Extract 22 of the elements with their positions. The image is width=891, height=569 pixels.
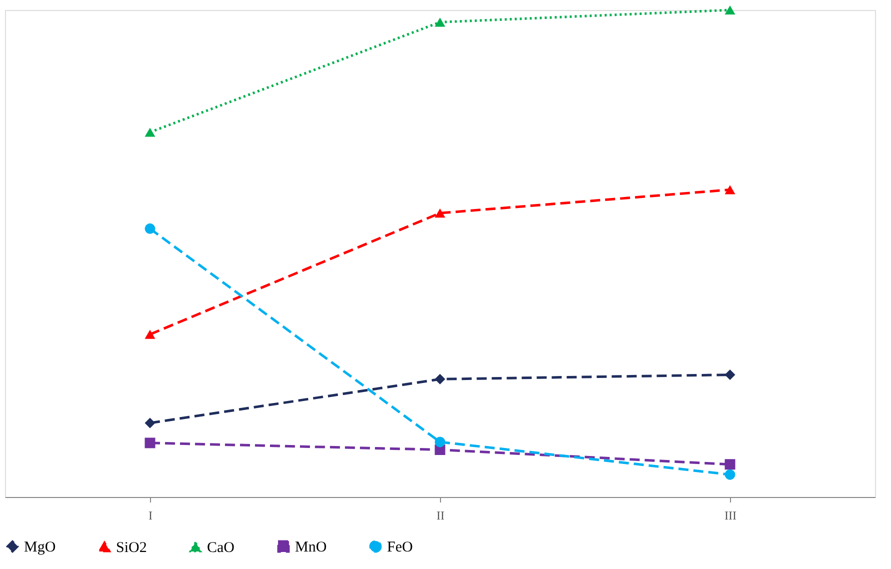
point bbox=[144, 330, 156, 339]
point bbox=[144, 128, 156, 137]
legend-label: MgO bbox=[24, 540, 56, 556]
point bbox=[434, 436, 446, 448]
point bbox=[144, 223, 156, 234]
point bbox=[144, 418, 156, 428]
legend-label: SiO2 bbox=[116, 540, 147, 556]
x-tick-label: III bbox=[724, 508, 736, 522]
x-tick-label: II bbox=[436, 508, 444, 522]
x-tick-label: I bbox=[148, 508, 152, 522]
point bbox=[724, 5, 736, 15]
legend-label: CaO bbox=[207, 540, 235, 556]
point bbox=[724, 185, 736, 194]
point bbox=[724, 469, 736, 480]
legend-label: FeO bbox=[387, 540, 413, 556]
point bbox=[434, 374, 446, 384]
point bbox=[144, 438, 156, 448]
point bbox=[724, 459, 736, 470]
point bbox=[434, 208, 446, 218]
point bbox=[434, 18, 446, 27]
point bbox=[724, 370, 736, 380]
legend-label: MnO bbox=[295, 540, 327, 556]
